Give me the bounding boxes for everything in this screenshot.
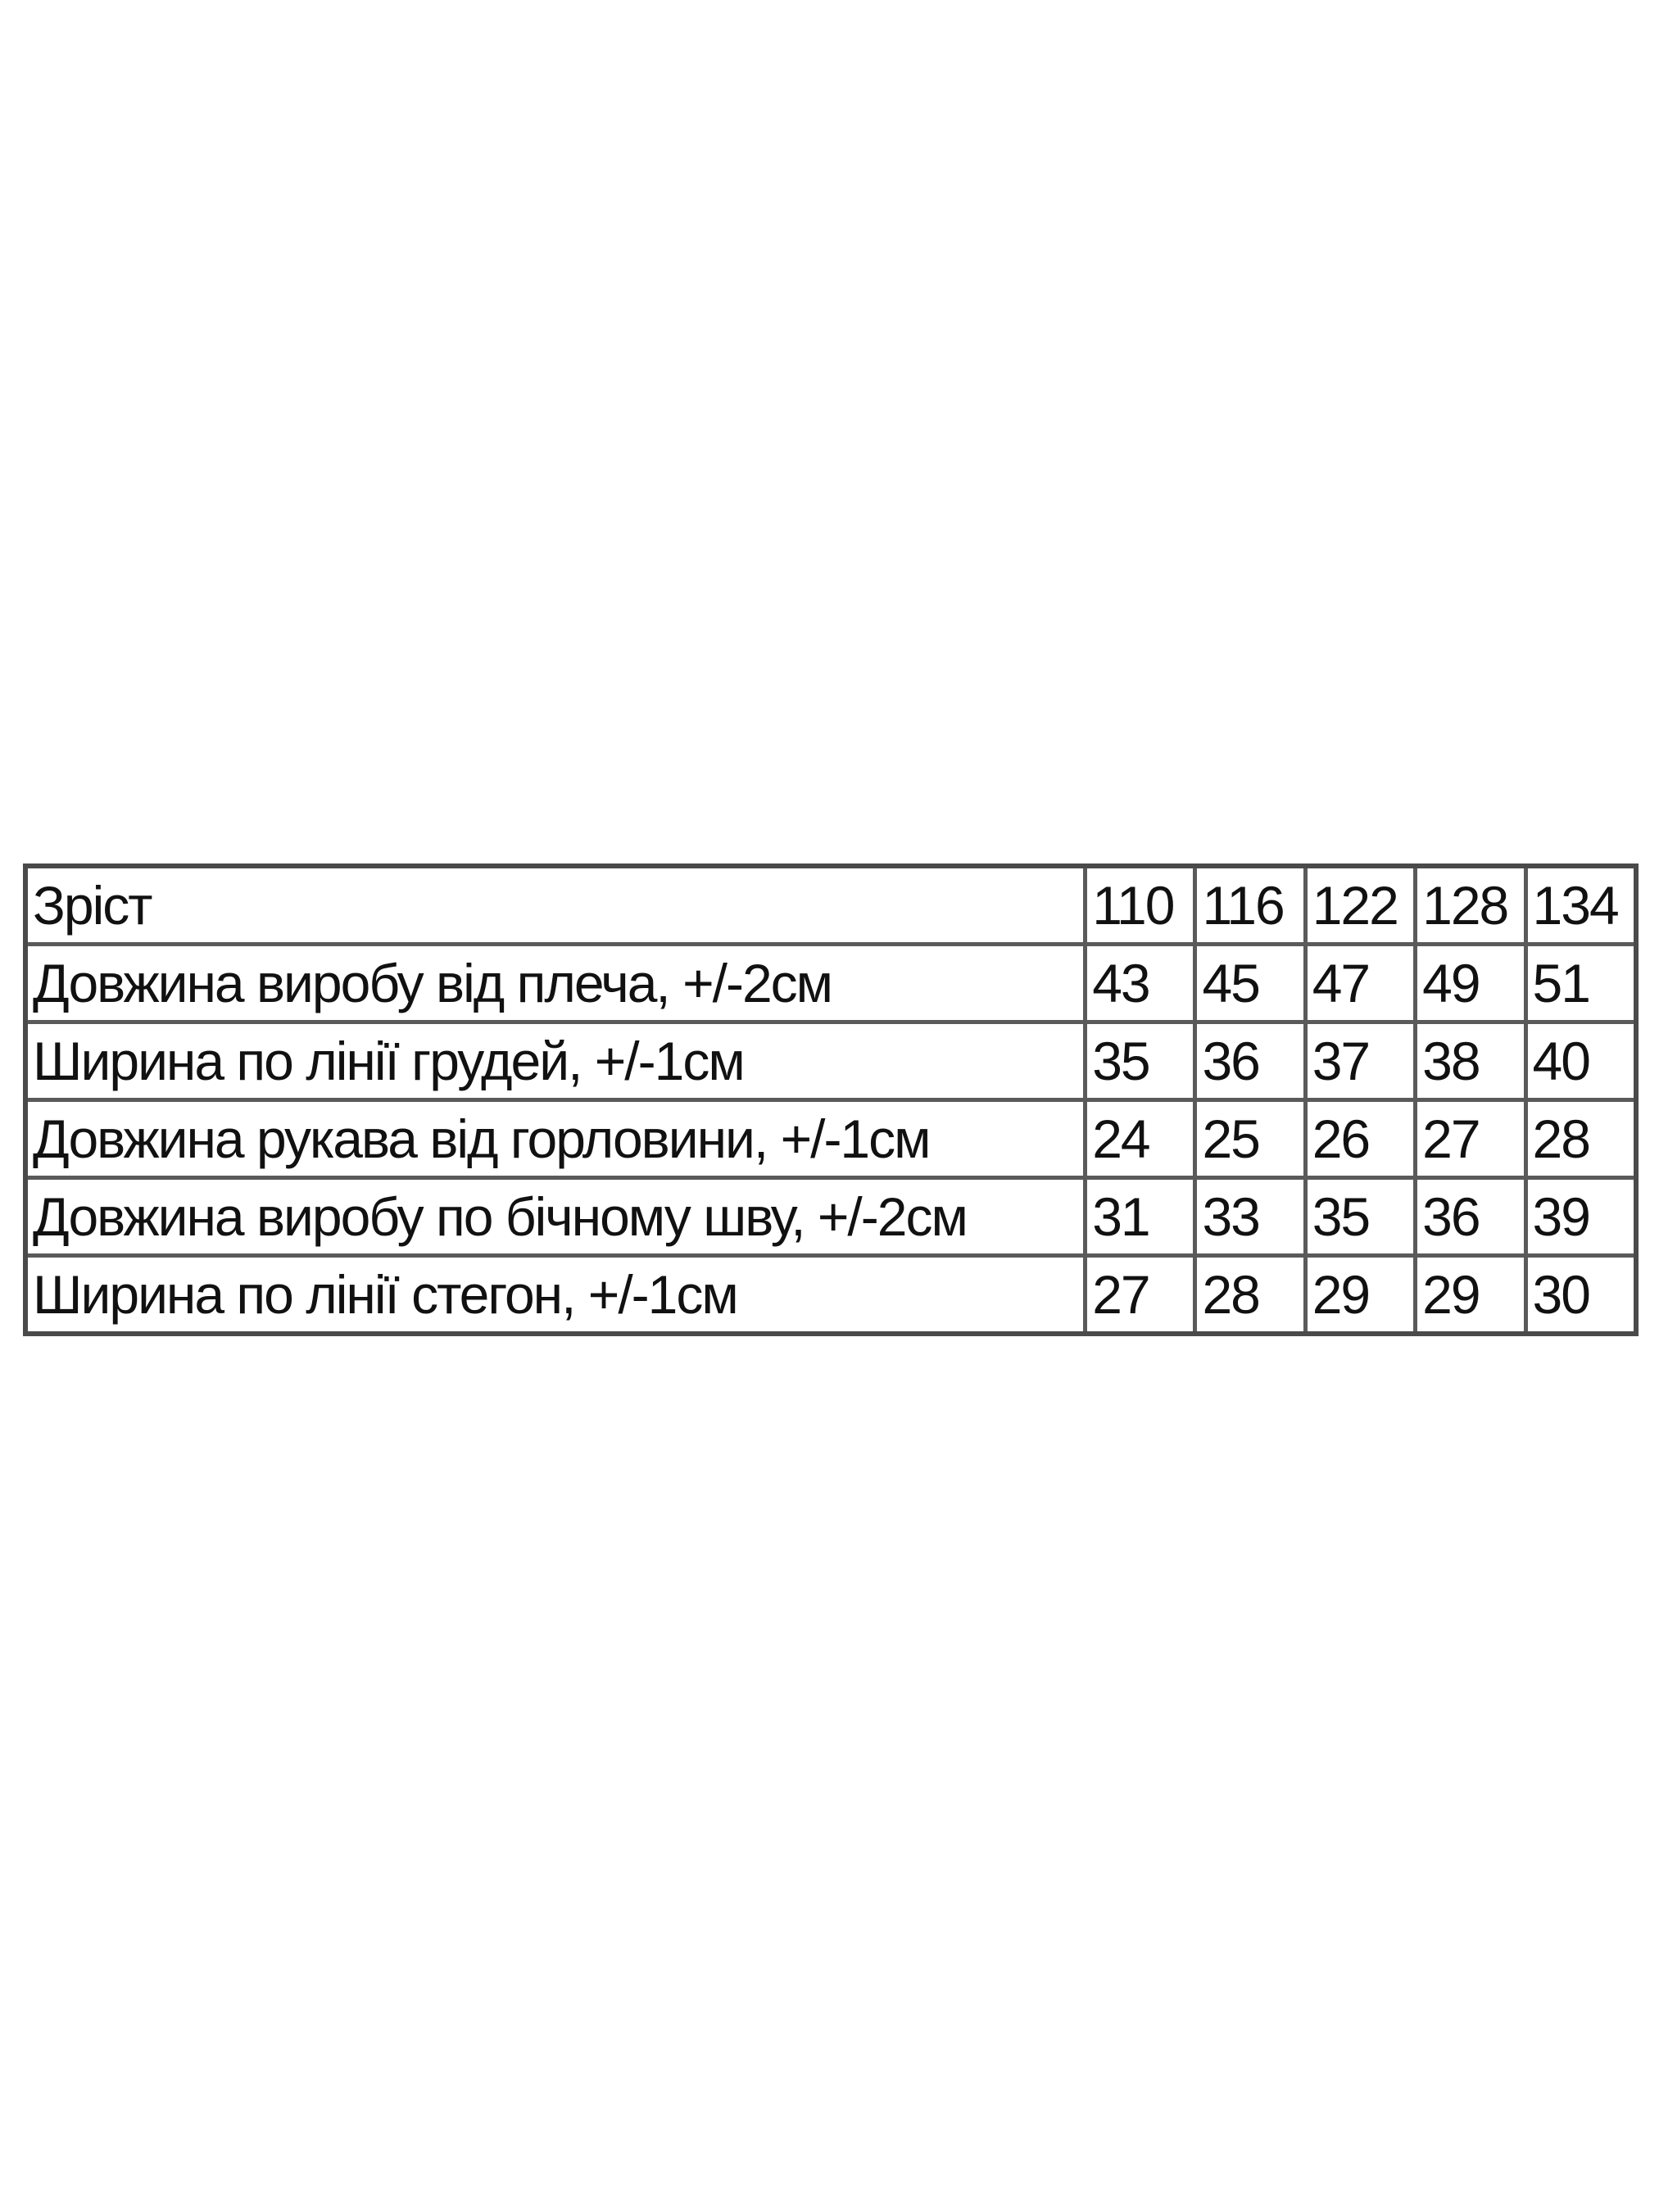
size-header: 116 (1193, 863, 1308, 946)
table-row: Довжина рукава від горловини, +/-1см 24 … (23, 1098, 1639, 1180)
cell-value: 51 (1523, 942, 1639, 1024)
cell-value: 33 (1193, 1176, 1308, 1258)
size-chart-table: Зріст 110 116 122 128 134 Довжина виробу… (23, 863, 1639, 1336)
cell-value: 29 (1413, 1253, 1528, 1336)
cell-value: 40 (1523, 1020, 1639, 1102)
table-row: Ширина по лінії стегон, +/-1см 27 28 29 … (23, 1253, 1639, 1336)
cell-value: 47 (1303, 942, 1418, 1024)
table-row: Ширина по лінії грудей, +/-1см 35 36 37 … (23, 1020, 1639, 1102)
row-label: Довжина виробу від плеча, +/-2см (23, 942, 1088, 1024)
row-label: Довжина рукава від горловини, +/-1см (23, 1098, 1088, 1180)
cell-value: 45 (1193, 942, 1308, 1024)
cell-value: 24 (1083, 1098, 1198, 1180)
cell-value: 25 (1193, 1098, 1308, 1180)
cell-value: 35 (1303, 1176, 1418, 1258)
cell-value: 38 (1413, 1020, 1528, 1102)
cell-value: 35 (1083, 1020, 1198, 1102)
cell-value: 36 (1413, 1176, 1528, 1258)
row-label: Довжина виробу по бічному шву, +/-2см (23, 1176, 1088, 1258)
cell-value: 27 (1083, 1253, 1198, 1336)
cell-value: 29 (1303, 1253, 1418, 1336)
cell-value: 43 (1083, 942, 1198, 1024)
size-header: 110 (1083, 863, 1198, 946)
row-label: Ширина по лінії стегон, +/-1см (23, 1253, 1088, 1336)
cell-value: 36 (1193, 1020, 1308, 1102)
cell-value: 49 (1413, 942, 1528, 1024)
cell-value: 30 (1523, 1253, 1639, 1336)
cell-value: 31 (1083, 1176, 1198, 1258)
size-header: 134 (1523, 863, 1639, 946)
table-row: Довжина виробу по бічному шву, +/-2см 31… (23, 1176, 1639, 1258)
header-row: Зріст 110 116 122 128 134 (23, 863, 1639, 946)
cell-value: 39 (1523, 1176, 1639, 1258)
header-label: Зріст (23, 863, 1088, 946)
cell-value: 26 (1303, 1098, 1418, 1180)
cell-value: 28 (1523, 1098, 1639, 1180)
row-label: Ширина по лінії грудей, +/-1см (23, 1020, 1088, 1102)
cell-value: 37 (1303, 1020, 1418, 1102)
size-header: 122 (1303, 863, 1418, 946)
size-header: 128 (1413, 863, 1528, 946)
cell-value: 28 (1193, 1253, 1308, 1336)
table-row: Довжина виробу від плеча, +/-2см 43 45 4… (23, 942, 1639, 1024)
cell-value: 27 (1413, 1098, 1528, 1180)
